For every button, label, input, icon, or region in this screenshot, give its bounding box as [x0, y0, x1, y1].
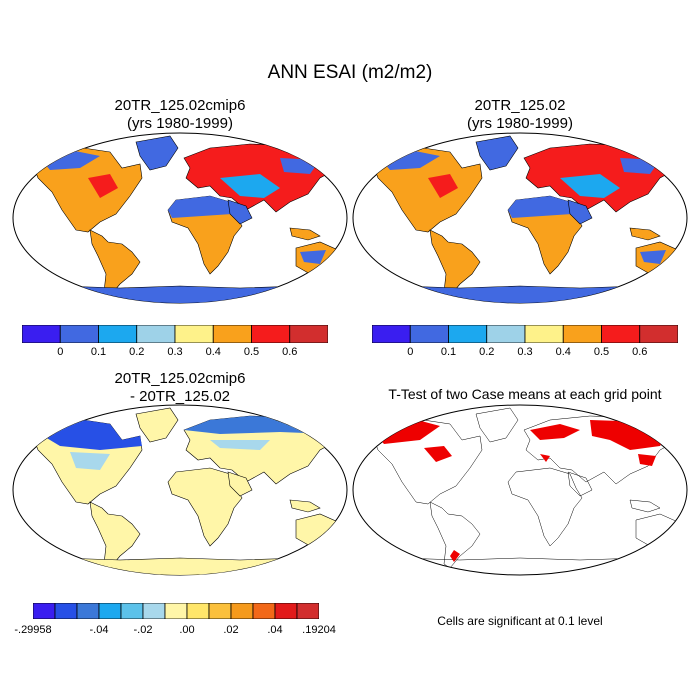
diff-colorbar-box	[164, 603, 188, 619]
colorbar-right-labels: 0 0.1 0.2 0.3 0.4 0.5 0.6	[372, 346, 678, 360]
top-colorbar-box	[22, 325, 61, 343]
top-colorbar-box	[98, 325, 138, 343]
top-colorbar-box	[289, 325, 328, 343]
panel1-title: 20TR_125.02cmip6 (yrs 1980-1999)	[10, 97, 350, 133]
top-colorbar-box	[562, 325, 602, 343]
panel1-map	[12, 132, 348, 304]
top-colorbar-label: 0.1	[440, 346, 457, 358]
top-colorbar-box	[409, 325, 449, 343]
top-colorbar-label: 0.2	[129, 346, 145, 358]
top-colorbar-label: 0.5	[593, 346, 610, 358]
colorbar-left	[22, 325, 328, 343]
top-colorbar-label: 0.5	[243, 346, 260, 358]
significance-note: Cells are significant at 0.1 level	[437, 614, 603, 628]
panel3-title-line1: 20TR_125.02cmip6	[114, 370, 246, 387]
diff-colorbar-box	[296, 603, 319, 619]
colorbar-diff-labels: -.29958 -.04 -.02 .00 .02 .04 .19204	[14, 624, 335, 638]
top-colorbar-box	[59, 325, 99, 343]
diff-colorbar-box	[142, 603, 166, 619]
colorbar-diff	[33, 603, 319, 619]
diff-colorbar-label: .02	[223, 624, 239, 636]
top-colorbar-label: 0.2	[479, 346, 495, 358]
top-colorbar-label: 0.3	[167, 346, 183, 358]
top-colorbar-label: 0.1	[90, 346, 107, 358]
top-colorbar-box	[601, 325, 641, 343]
panel3-map	[12, 404, 348, 576]
panel1-antarctica	[13, 285, 347, 303]
diff-colorbar-label: -.29958	[14, 624, 52, 636]
diff-colorbar-label: .19204	[302, 624, 336, 636]
panel4-title: T-Test of two Case means at each grid po…	[388, 386, 662, 402]
figure-title: ANN ESAI (m2/m2)	[267, 62, 433, 83]
panel1-title-line1: 20TR_125.02cmip6	[114, 97, 246, 114]
panel2-title-line1: 20TR_125.02	[474, 97, 566, 114]
diff-colorbar-box	[98, 603, 122, 619]
diff-colorbar-box	[76, 603, 100, 619]
diff-colorbar-box	[120, 603, 144, 619]
diff-colorbar-box	[252, 603, 276, 619]
top-colorbar-label: 0	[57, 346, 64, 358]
diff-colorbar-label: .04	[267, 624, 283, 636]
diff-colorbar-box	[208, 603, 232, 619]
top-colorbar-label: 0.6	[632, 346, 648, 358]
panel3-title-line2: - 20TR_125.02	[129, 388, 231, 405]
top-colorbar-box	[251, 325, 291, 343]
top-colorbar-box	[486, 325, 526, 343]
top-colorbar-box	[212, 325, 252, 343]
diff-colorbar-box	[33, 603, 56, 619]
panel2-antarctica	[353, 285, 687, 303]
colorbar-left-labels: 0 0.1 0.2 0.3 0.4 0.5 0.6	[22, 346, 328, 360]
top-colorbar-box	[448, 325, 488, 343]
diff-colorbar-box	[274, 603, 298, 619]
top-colorbar-label: 0.3	[517, 346, 533, 358]
panel2-title: 20TR_125.02 (yrs 1980-1999)	[350, 97, 690, 133]
panel2-title-line2: (yrs 1980-1999)	[467, 115, 573, 132]
top-colorbar-box	[174, 325, 214, 343]
diff-colorbar-label: -.04	[89, 624, 109, 636]
diff-colorbar-label: -.02	[133, 624, 153, 636]
colorbar-right	[372, 325, 678, 343]
panel4-map	[352, 404, 688, 576]
panel1-title-line2: (yrs 1980-1999)	[127, 115, 233, 132]
panel3-antarctica	[13, 557, 347, 575]
top-colorbar-box	[372, 325, 411, 343]
diff-colorbar-box	[54, 603, 78, 619]
top-colorbar-label: 0.4	[205, 346, 221, 358]
top-colorbar-box	[524, 325, 564, 343]
top-colorbar-label: 0	[407, 346, 414, 358]
panel2-map	[352, 132, 688, 304]
diff-colorbar-box	[186, 603, 210, 619]
panel3-title: 20TR_125.02cmip6 - 20TR_125.02	[10, 370, 350, 406]
top-colorbar-box	[639, 325, 678, 343]
top-colorbar-label: 0.6	[282, 346, 298, 358]
diff-colorbar-box	[230, 603, 254, 619]
top-colorbar-box	[136, 325, 176, 343]
diff-colorbar-label: .00	[179, 624, 195, 636]
top-colorbar-label: 0.4	[555, 346, 571, 358]
